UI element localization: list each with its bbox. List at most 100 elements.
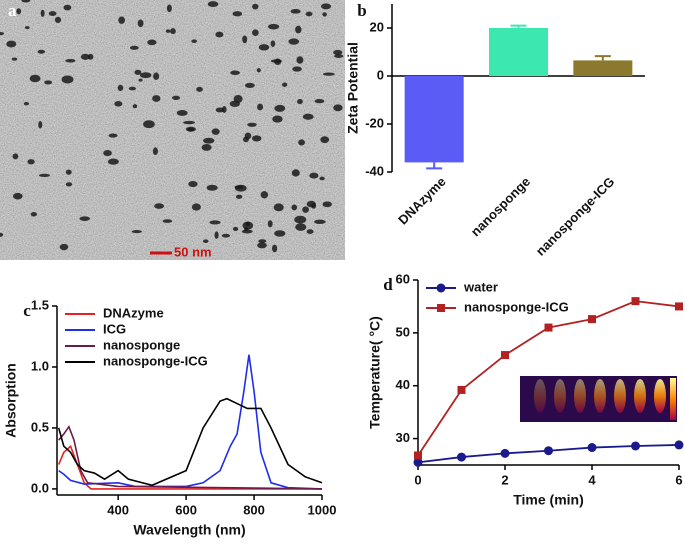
thermal-inset — [520, 376, 677, 422]
y-axis-label: Zeta Potential — [345, 42, 361, 134]
particle — [191, 203, 201, 211]
particle — [152, 95, 161, 102]
panel-label: b — [357, 1, 366, 20]
thermal-drop — [554, 379, 566, 413]
particle — [305, 11, 313, 17]
y-axis-label: Absorption — [3, 363, 19, 438]
bar — [404, 76, 464, 163]
thermal-drop — [594, 379, 606, 413]
particle — [291, 204, 298, 211]
particle — [260, 191, 269, 199]
particle — [270, 59, 282, 63]
y-axis-label: Temperature( °C) — [367, 316, 383, 429]
particle — [44, 80, 53, 85]
particle — [108, 133, 118, 138]
particle — [288, 38, 300, 45]
particle — [16, 8, 22, 15]
particle — [322, 12, 327, 17]
panel-label: a — [8, 1, 17, 20]
particle — [309, 172, 319, 179]
x-tick-label: 1000 — [308, 502, 337, 517]
particle — [294, 215, 307, 224]
particle — [274, 230, 286, 237]
y-tick-label: 50 — [396, 324, 410, 339]
marker — [587, 443, 597, 453]
particle — [23, 102, 30, 106]
legend-label: water — [463, 279, 498, 294]
tem-image — [0, 0, 345, 260]
particle — [138, 78, 143, 82]
particle — [0, 232, 4, 237]
particle — [63, 4, 72, 11]
particle — [0, 32, 5, 36]
y-tick-label: -40 — [365, 163, 384, 178]
particle — [295, 25, 302, 34]
marker — [588, 315, 596, 324]
series-line — [58, 354, 323, 490]
error-bar — [426, 162, 443, 170]
marker — [675, 302, 683, 311]
particle — [257, 242, 267, 249]
x-tick-label: 800 — [243, 502, 265, 517]
particle — [166, 4, 172, 13]
particle — [38, 173, 51, 177]
particle — [147, 39, 157, 46]
marker — [544, 323, 553, 332]
particle — [314, 99, 325, 104]
particle — [272, 115, 283, 123]
marker — [544, 446, 553, 456]
particle — [298, 139, 305, 146]
bar — [573, 60, 633, 76]
marker — [631, 441, 640, 451]
x-tick-label: 400 — [107, 502, 129, 517]
scale-bar-label: 50 nm — [174, 244, 212, 259]
y-tick-label: 1.0 — [31, 358, 49, 373]
marker — [413, 457, 423, 467]
particle — [103, 149, 112, 157]
error-bar — [594, 55, 611, 61]
particle — [306, 200, 316, 208]
x-tick-label: 4 — [588, 472, 596, 487]
particle — [232, 226, 239, 231]
x-tick-label: 600 — [175, 502, 197, 517]
marker — [457, 452, 466, 462]
particle — [191, 39, 198, 43]
particle — [302, 113, 314, 120]
legend-label: DNAzyme — [103, 305, 164, 320]
particle — [209, 220, 221, 225]
particle — [65, 58, 76, 63]
particle — [114, 101, 123, 107]
particle — [314, 219, 326, 224]
particle — [247, 122, 257, 127]
particle — [333, 104, 343, 112]
legend-label: nanosponge — [103, 337, 180, 352]
particle — [251, 135, 262, 142]
particle — [292, 66, 302, 72]
particle — [65, 182, 73, 187]
particle — [295, 223, 307, 231]
x-axis-label: Wavelength (nm) — [133, 522, 245, 538]
particle — [258, 44, 270, 51]
y-tick-label: 0.5 — [31, 419, 49, 434]
particle — [176, 110, 188, 116]
particle — [128, 86, 136, 91]
particle — [258, 239, 267, 244]
particle — [319, 176, 325, 181]
particle — [203, 137, 215, 144]
particle — [38, 120, 43, 129]
legend-marker — [436, 283, 446, 293]
particle — [143, 120, 155, 129]
particle — [162, 219, 173, 223]
particle — [48, 11, 57, 16]
particle — [215, 31, 224, 38]
particle — [274, 104, 286, 112]
particle — [137, 19, 144, 28]
thermal-scale — [670, 378, 676, 420]
particle — [297, 99, 303, 105]
particle — [302, 206, 309, 213]
marker — [501, 351, 509, 360]
particle — [252, 3, 259, 10]
particle — [80, 53, 90, 60]
particle — [244, 82, 255, 88]
